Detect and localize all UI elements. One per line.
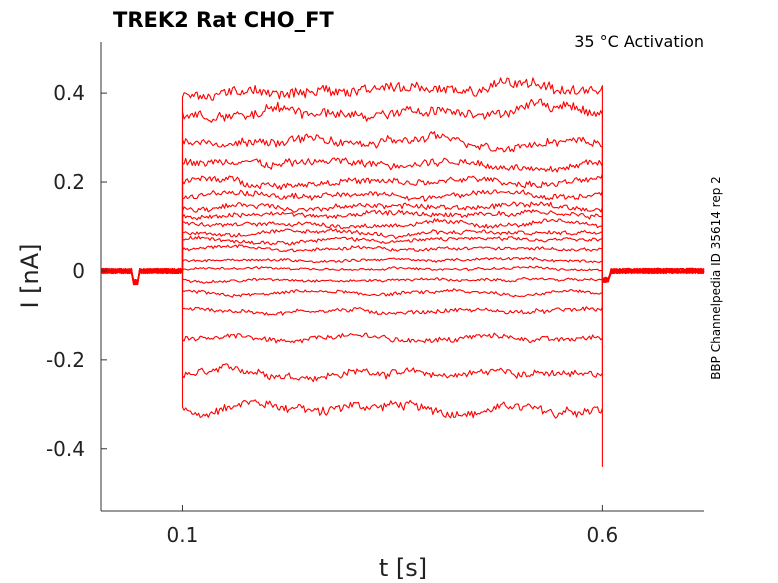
sweep-trace: [100, 267, 705, 316]
x-axis-ticks: 0.1 0.6: [167, 505, 618, 547]
chart-annotation: 35 °C Activation: [574, 32, 704, 51]
sweep-trace: [100, 223, 705, 284]
sweep-trace: [100, 259, 705, 284]
sweep-trace: [100, 268, 705, 344]
y-axis-label: I [nA]: [16, 243, 44, 308]
y-tick-label: -0.4: [46, 437, 85, 461]
sweep-trace: [100, 77, 705, 286]
y-tick-label: 0: [72, 259, 85, 283]
sweep-trace: [100, 267, 705, 468]
sweep-trace: [100, 250, 705, 285]
sweep-trace: [100, 98, 705, 283]
y-tick-label: 0.4: [53, 81, 85, 105]
sweep-trace: [100, 131, 705, 286]
x-axis-label: t [s]: [379, 554, 427, 582]
sweep-trace: [100, 205, 705, 282]
sweep-trace: [100, 230, 705, 284]
x-tick-label: 0.1: [167, 523, 199, 547]
sweep-trace: [100, 267, 705, 284]
sweep-trace: [100, 214, 705, 282]
sweep-trace: [100, 197, 705, 286]
series-traces: [100, 77, 705, 468]
sweep-trace: [100, 239, 705, 286]
side-label: BBP Channelpedia ID 35614 rep 2: [709, 176, 723, 380]
y-tick-label: 0.2: [53, 170, 85, 194]
sweep-trace: [100, 154, 705, 284]
sweep-trace: [100, 267, 705, 298]
sweep-trace: [100, 267, 705, 383]
y-tick-label: -0.2: [46, 348, 85, 372]
chart-title: TREK2 Rat CHO_FT: [113, 8, 334, 32]
y-axis-ticks: 0.4 0.2 0 -0.2 -0.4: [46, 81, 107, 461]
sweep-trace: [100, 172, 705, 283]
sweep-trace: [100, 185, 705, 284]
x-tick-label: 0.6: [586, 523, 618, 547]
